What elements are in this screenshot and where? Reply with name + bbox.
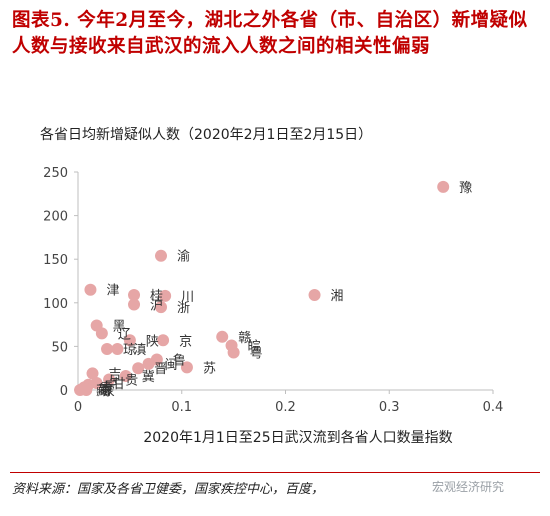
point-label: 吉 — [109, 367, 122, 382]
data-point — [155, 249, 167, 262]
data-point — [132, 362, 145, 375]
x-tick-label: 0.3 — [379, 400, 400, 415]
x-tick-label: 0 — [74, 400, 82, 415]
point-label: 赣 — [238, 331, 251, 346]
data-point — [103, 373, 116, 386]
y-tick-label: 150 — [43, 253, 68, 268]
point-label: 陕 — [146, 334, 159, 349]
x-tick-label: 0.1 — [171, 400, 192, 415]
data-point — [227, 346, 240, 359]
watermark-text: 宏观经济研究 — [432, 480, 505, 494]
data-point — [123, 334, 136, 347]
point-label: 滇 — [133, 343, 146, 358]
point-label: 甘 — [113, 377, 126, 392]
point-label: 琼 — [123, 343, 136, 358]
y-axis-title: 各省日均新增疑似人数（2020年2月1日至2月15日） — [40, 127, 372, 143]
point-label: 浙 — [177, 301, 190, 316]
y-tick-label: 0 — [60, 384, 68, 399]
point-label: 豫 — [459, 181, 472, 196]
point-label: 晋 — [154, 362, 167, 377]
point-label: 渝 — [177, 249, 190, 265]
point-label: 川 — [181, 290, 194, 305]
point-label: 新 — [98, 382, 111, 398]
point-label: 冀 — [142, 369, 155, 385]
y-tick-label: 200 — [43, 210, 68, 225]
data-point — [86, 367, 99, 380]
point-label: 鲁 — [173, 353, 186, 368]
point-label: 京 — [179, 334, 192, 349]
x-tick-label: 0.2 — [275, 400, 296, 415]
point-label: 宁 — [104, 378, 117, 394]
chart-title: 图表5. 今年2月至今，湖北之外各省（市、自治区）新增疑似人数与接收来自武汉的流… — [12, 10, 528, 57]
point-label: 沪 — [150, 298, 163, 314]
y-tick-label: 250 — [43, 166, 68, 181]
point-label: 贵 — [125, 374, 138, 389]
point-label: 蒙 — [102, 384, 115, 399]
data-point — [95, 327, 108, 340]
data-point — [119, 370, 132, 383]
data-point — [437, 180, 450, 193]
y-tick-label: 100 — [43, 297, 68, 312]
point-label: 皖 — [248, 340, 261, 355]
source-divider — [10, 472, 540, 473]
point-label: 桂 — [150, 289, 163, 304]
data-point — [157, 334, 170, 347]
data-point — [155, 301, 167, 314]
data-point — [101, 343, 114, 356]
source-note: 资料来源：国家及各省卫健委，国家疾控中心，百度， — [12, 482, 325, 497]
point-label: 黑 — [113, 319, 126, 334]
data-point — [111, 343, 124, 356]
data-point — [308, 288, 321, 301]
x-tick-label: 0.4 — [483, 400, 504, 415]
point-label: 苏 — [203, 360, 216, 376]
y-tick-label: 50 — [51, 340, 68, 355]
data-point — [128, 298, 141, 311]
data-point — [80, 384, 93, 396]
data-point — [84, 283, 97, 296]
data-point — [180, 361, 193, 374]
data-point — [216, 330, 229, 343]
x-axis-title: 2020年1月1日至25日武汉流到各省人口数量指数 — [143, 430, 452, 446]
point-label: 藏 — [96, 384, 109, 399]
data-point — [128, 288, 141, 301]
point-label: 湘 — [331, 289, 344, 304]
data-point — [142, 357, 155, 370]
point-label: 闽 — [165, 358, 178, 373]
point-label: 青 — [100, 381, 113, 396]
data-point — [159, 289, 172, 302]
scatter-chart: 各省日均新增疑似人数（2020年2月1日至2月15日） 2020年1月1日至25… — [40, 127, 504, 446]
point-label: 粤 — [250, 346, 263, 362]
point-label: 辽 — [118, 327, 131, 342]
point-label: 津 — [106, 284, 119, 299]
